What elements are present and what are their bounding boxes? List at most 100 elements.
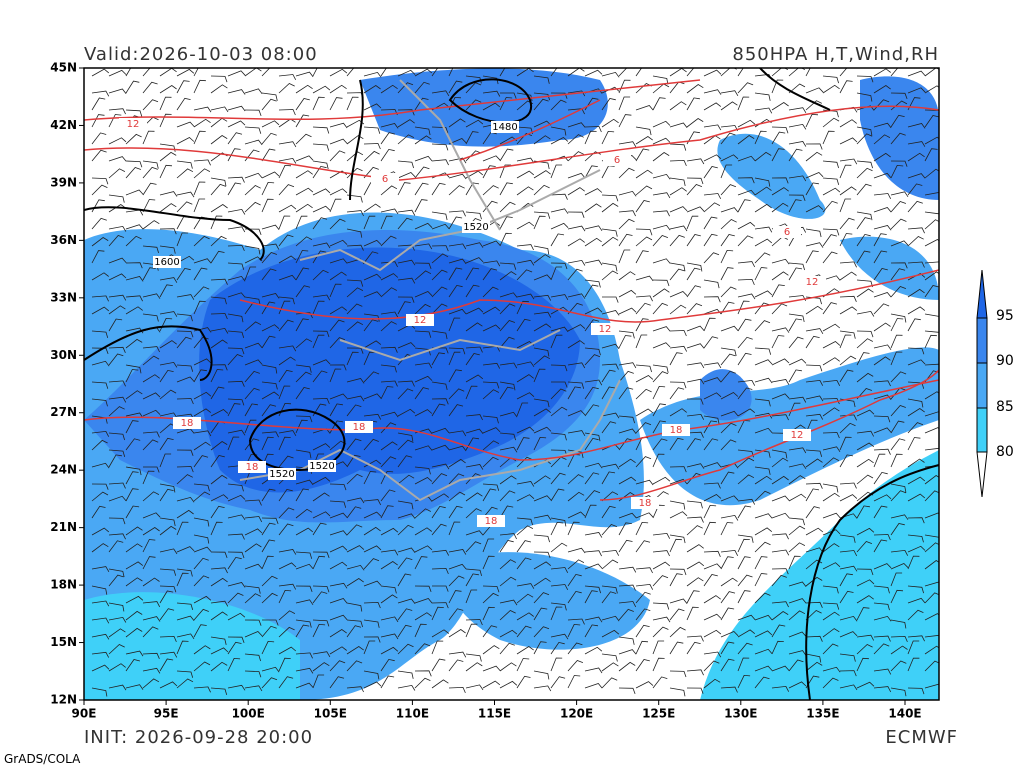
wind-barb xyxy=(448,686,466,694)
wind-barb xyxy=(193,546,212,553)
wind-barb xyxy=(873,172,892,179)
wind-barb xyxy=(754,226,773,233)
wind-barb xyxy=(890,645,908,655)
lat-label: 15N xyxy=(50,635,77,649)
wind-barb xyxy=(805,228,822,238)
wind-barb xyxy=(244,516,263,523)
wind-barb xyxy=(873,563,892,570)
wind-barb xyxy=(346,602,363,612)
wind-barb xyxy=(856,568,874,576)
wind-barb xyxy=(210,106,229,113)
wind-barb xyxy=(533,211,551,219)
wind-barb xyxy=(108,540,124,553)
wind-barb xyxy=(499,201,516,213)
wind-barb xyxy=(210,135,228,145)
wind-barb xyxy=(516,557,532,570)
wind-barb xyxy=(91,149,107,162)
contour-label: 12 xyxy=(791,430,804,441)
wind-barb xyxy=(720,607,735,621)
wind-barb xyxy=(533,626,550,638)
wind-barb xyxy=(193,686,211,693)
wind-barb xyxy=(227,262,245,270)
wind-barb xyxy=(839,534,856,543)
wind-barb xyxy=(720,90,739,97)
wind-barb xyxy=(431,640,444,655)
wind-barb xyxy=(924,239,939,247)
wind-barb xyxy=(244,593,261,604)
wind-barb xyxy=(465,508,482,519)
wind-barb xyxy=(193,358,212,366)
wind-barb xyxy=(346,404,362,417)
wind-barb xyxy=(414,623,427,638)
wind-barb xyxy=(618,438,634,451)
wind-barb xyxy=(244,619,262,626)
wind-barb xyxy=(431,286,448,298)
wind-barb xyxy=(771,568,789,575)
wind-barb xyxy=(431,126,449,134)
wind-barb xyxy=(244,653,261,662)
wind-barb xyxy=(431,90,450,97)
wind-barb xyxy=(652,210,670,217)
wind-barb xyxy=(244,419,257,434)
wind-barb xyxy=(771,574,787,587)
wind-barb xyxy=(278,589,292,604)
wind-barb xyxy=(652,173,671,180)
wind-barb xyxy=(805,661,823,672)
wind-barb xyxy=(363,150,380,162)
wind-barb xyxy=(159,488,174,502)
wind-barb xyxy=(907,173,926,179)
wind-barb xyxy=(856,579,875,587)
contour-label: 12 xyxy=(806,277,819,288)
wind-barb xyxy=(686,544,704,553)
wind-barb xyxy=(482,415,499,424)
wind-barb xyxy=(635,275,654,282)
wind-barb xyxy=(567,259,586,266)
wind-barb xyxy=(805,653,822,663)
wind-barb xyxy=(414,670,432,677)
wind-barb xyxy=(159,608,175,621)
contour-label: 6 xyxy=(382,174,388,185)
wind-barb xyxy=(771,640,784,655)
wind-barb xyxy=(907,597,926,604)
wind-barb xyxy=(193,118,211,128)
wind-barb xyxy=(856,372,874,383)
wind-barb xyxy=(516,494,535,502)
wind-barb xyxy=(584,504,597,519)
wind-barb xyxy=(465,623,478,638)
wind-barb xyxy=(720,249,734,264)
wind-barb xyxy=(822,562,841,570)
wind-barb xyxy=(176,496,195,503)
wind-barb xyxy=(533,245,550,255)
wind-barb xyxy=(533,98,549,111)
wind-barb xyxy=(431,269,448,281)
wind-barb xyxy=(278,369,293,383)
wind-barb xyxy=(669,511,688,519)
wind-barb xyxy=(652,302,668,315)
wind-barb xyxy=(295,419,308,434)
wind-barb xyxy=(465,99,482,111)
wind-barb xyxy=(601,653,618,662)
wind-barb xyxy=(533,184,550,196)
wind-barb xyxy=(125,224,144,230)
wind-barb xyxy=(210,551,228,559)
wind-barb xyxy=(431,245,449,252)
wind-barb xyxy=(329,500,347,508)
wind-barb xyxy=(567,293,586,299)
wind-barb xyxy=(278,488,293,502)
wind-barb xyxy=(652,575,669,587)
wind-barb xyxy=(907,687,925,695)
wind-barb xyxy=(567,151,584,162)
wind-barb xyxy=(771,414,789,421)
wind-barb xyxy=(312,623,326,638)
wind-barb xyxy=(125,471,139,485)
wind-barb xyxy=(635,375,654,383)
wind-barb xyxy=(295,415,313,423)
wind-barb xyxy=(584,188,603,196)
wind-barb xyxy=(431,182,446,196)
wind-barb xyxy=(499,559,516,570)
wind-barb xyxy=(244,685,263,692)
wind-barb xyxy=(346,194,363,203)
wind-barb xyxy=(414,166,430,179)
wind-barb xyxy=(890,523,905,536)
wind-barb xyxy=(448,430,467,437)
